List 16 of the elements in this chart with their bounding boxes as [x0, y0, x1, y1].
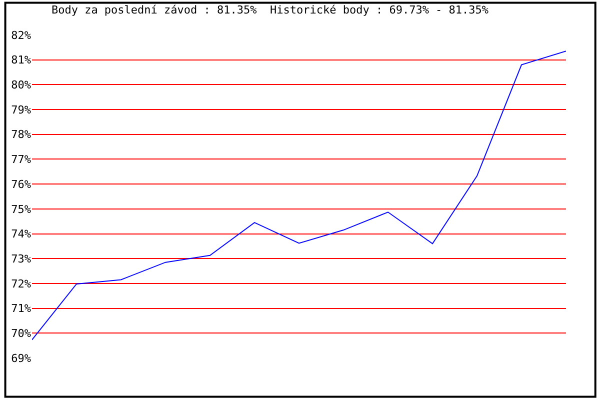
y-tick-label: 80% — [11, 78, 32, 92]
y-tick-label: 75% — [11, 202, 32, 216]
y-tick-label: 76% — [11, 178, 32, 191]
y-tick-label: 69% — [11, 352, 32, 365]
y-tick-label: 77% — [11, 153, 32, 166]
y-tick-label: 81% — [11, 54, 32, 67]
line-series — [32, 50, 566, 340]
y-tick-label: 72% — [11, 277, 32, 290]
y-tick-label: 78% — [11, 128, 32, 142]
y-tick-label: 74% — [11, 228, 32, 241]
y-tick-label: 71% — [11, 302, 32, 316]
y-tick-label: 79% — [11, 103, 32, 116]
y-tick-label: 70% — [11, 327, 32, 340]
y-tick-label: 82% — [11, 28, 32, 42]
y-tick-label: 73% — [11, 252, 32, 266]
chart-title: Body za poslední závod : 81.35% Historické body : 69.73% - 81.35% — [51, 4, 489, 17]
